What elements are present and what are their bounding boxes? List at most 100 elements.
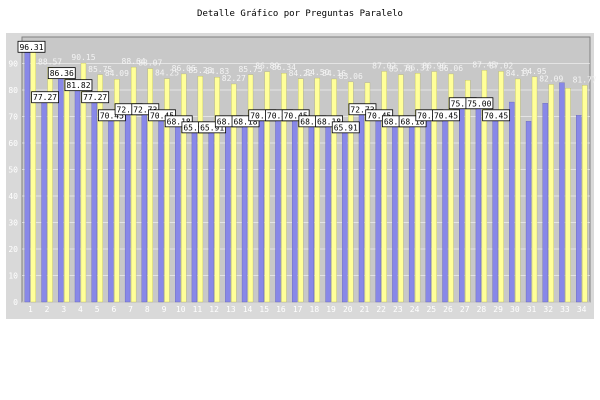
bar-series-1 (475, 103, 482, 303)
bar-series-2 (197, 75, 204, 303)
data-label-series-1: 86.36 (50, 69, 74, 78)
data-label-series-2: 86.34 (272, 63, 296, 72)
data-label-series-2: 85.76 (389, 65, 413, 74)
bar-series-1 (509, 101, 515, 303)
data-label-box-series-1 (348, 103, 377, 116)
bar-series-1 (108, 115, 114, 303)
bar-series-2 (414, 73, 421, 303)
data-label-series-2: 87.02 (372, 61, 396, 70)
data-label-series-2: 86.06 (172, 64, 196, 73)
bar-series-1 (342, 127, 348, 303)
data-label-series-1: 65.91 (334, 123, 358, 132)
data-label-series-1: 68.18 (384, 117, 408, 126)
data-label-series-1: 68.18 (300, 117, 324, 126)
bar-series-2 (214, 77, 220, 303)
data-label-series-1: 70.45 (100, 111, 124, 120)
bar-series-2 (448, 73, 454, 303)
data-label-series-2: 82.27 (222, 74, 246, 83)
bar-series-2 (64, 72, 70, 303)
data-label-series-1: 70.45 (417, 111, 441, 120)
y-tick-label: 80 (8, 86, 18, 95)
x-tick-label: 9 (162, 305, 167, 314)
x-tick-label: 16 (276, 305, 286, 314)
bar-series-2 (281, 73, 287, 303)
data-label-box-series-1 (164, 115, 193, 128)
x-tick-label: 11 (193, 305, 203, 314)
data-label-series-1: 70.45 (367, 111, 391, 120)
data-label-series-1: 70.45 (484, 111, 508, 120)
x-tick-label: 33 (560, 305, 570, 314)
bar-series-2 (431, 71, 437, 303)
data-label-series-1: 75.00 (451, 99, 475, 108)
data-label-box-series-1 (465, 97, 494, 110)
bar-series-1 (325, 121, 331, 303)
bar-series-2 (314, 77, 321, 303)
bar-series-1 (158, 115, 164, 303)
bar-series-2 (498, 71, 504, 303)
bar-series-2 (531, 76, 538, 303)
bar-series-1 (408, 121, 415, 303)
data-label-series-2: 84.17 (506, 69, 530, 78)
bar-series-1 (258, 115, 264, 303)
bar-series-1 (175, 121, 181, 303)
data-label-series-2: 87.02 (489, 61, 513, 70)
data-label-box-series-1 (231, 115, 260, 128)
data-label-series-2: 85.75 (88, 65, 112, 74)
x-tick-label: 5 (95, 305, 100, 314)
bar-series-1 (525, 121, 532, 303)
x-tick-label: 14 (243, 305, 253, 314)
y-tick-label: 20 (8, 245, 18, 254)
data-label-box-series-1 (64, 79, 93, 92)
bar-series-1 (542, 103, 548, 303)
bar-series-1 (459, 103, 465, 303)
bar-series-1 (225, 121, 231, 303)
y-tick-label: 0 (13, 298, 18, 307)
data-label-box-series-1 (281, 109, 310, 122)
x-tick-label: 4 (78, 305, 83, 314)
x-tick-label: 25 (426, 305, 436, 314)
bar-series-1 (208, 127, 214, 303)
y-tick-label: 60 (8, 139, 18, 148)
x-tick-label: 22 (376, 305, 386, 314)
data-label-series-2: 85.75 (238, 65, 262, 74)
bar-series-1 (425, 115, 431, 303)
data-label-box-series-1 (31, 91, 59, 104)
bar-series-1 (141, 109, 147, 303)
data-label-box-series-1 (398, 115, 427, 128)
data-label-series-1: 68.18 (401, 117, 425, 126)
y-tick-label: 90 (8, 60, 18, 69)
bar-series-2 (348, 81, 354, 303)
data-label-series-2: 84.16 (322, 69, 346, 78)
data-label-series-1: 68.18 (167, 117, 191, 126)
data-label-series-1: 81.82 (66, 81, 90, 90)
bar-series-2 (181, 73, 187, 303)
bar-series-1 (442, 115, 448, 303)
x-tick-label: 34 (577, 305, 587, 314)
bar-series-2 (548, 84, 554, 303)
y-tick-label: 70 (8, 113, 18, 122)
data-label-series-2: 85.23 (188, 66, 212, 75)
bar-series-1 (124, 109, 131, 303)
x-tick-label: 1 (28, 305, 33, 314)
x-tick-label: 12 (209, 305, 219, 314)
bar-series-2 (331, 78, 337, 303)
x-tick-label: 31 (527, 305, 537, 314)
chart-title: Detalle Gráfico por Preguntas Paralelo (197, 9, 403, 19)
data-label-series-1: 96.31 (19, 43, 43, 52)
x-tick-label: 32 (543, 305, 553, 314)
bar-series-2 (481, 70, 488, 303)
data-label-series-1: 72.73 (117, 105, 141, 114)
bar-series-1 (291, 115, 298, 303)
data-label-series-1: 70.45 (284, 111, 308, 120)
bar-series-1 (559, 82, 565, 303)
x-tick-label: 24 (410, 305, 420, 314)
data-label-box-series-1 (482, 109, 511, 122)
x-tick-label: 3 (61, 305, 66, 314)
data-label-series-2: 84.22 (289, 69, 313, 78)
x-tick-label: 6 (111, 305, 116, 314)
data-label-series-2: 83.06 (339, 72, 363, 81)
data-label-series-2: 81.77 (573, 75, 597, 84)
bar-series-2 (465, 80, 471, 303)
x-tick-label: 17 (293, 305, 303, 314)
